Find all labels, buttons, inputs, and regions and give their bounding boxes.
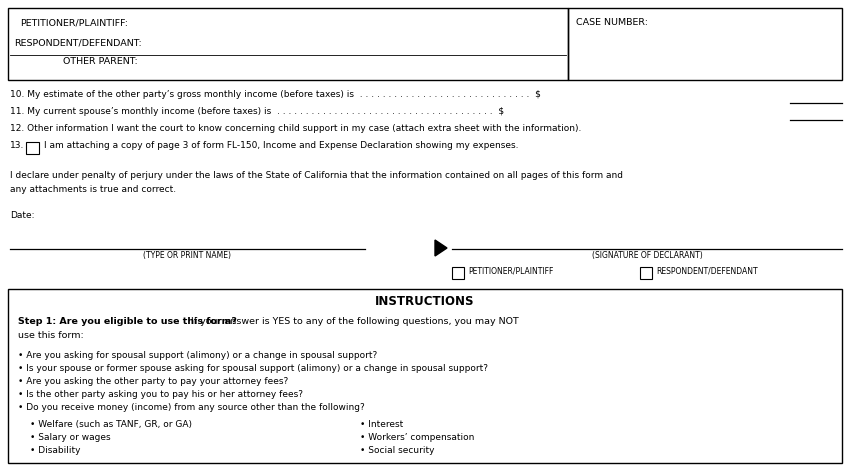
- Text: 13.: 13.: [10, 141, 25, 150]
- Text: • Interest: • Interest: [360, 420, 403, 429]
- Polygon shape: [435, 240, 447, 256]
- Text: INSTRUCTIONS: INSTRUCTIONS: [375, 295, 475, 308]
- Text: (TYPE OR PRINT NAME): (TYPE OR PRINT NAME): [143, 251, 231, 260]
- Text: • Are you asking the other party to pay your attorney fees?: • Are you asking the other party to pay …: [18, 377, 288, 386]
- Text: (SIGNATURE OF DECLARANT): (SIGNATURE OF DECLARANT): [592, 251, 702, 260]
- Bar: [568, 8, 842, 80]
- Text: • Salary or wages: • Salary or wages: [30, 433, 110, 442]
- Text: • Social security: • Social security: [360, 446, 434, 455]
- Text: RESPONDENT/DEFENDANT: RESPONDENT/DEFENDANT: [656, 267, 757, 276]
- Text: CASE NUMBER:: CASE NUMBER:: [576, 18, 648, 27]
- Text: If your answer is YES to any of the following questions, you may NOT: If your answer is YES to any of the foll…: [188, 317, 518, 326]
- Text: I declare under penalty of perjury under the laws of the State of California tha: I declare under penalty of perjury under…: [10, 171, 623, 180]
- Text: OTHER PARENT:: OTHER PARENT:: [63, 57, 138, 66]
- Bar: [640, 267, 652, 279]
- Text: RESPONDENT/DEFENDANT:: RESPONDENT/DEFENDANT:: [14, 38, 142, 47]
- Bar: [452, 267, 464, 279]
- Text: Step 1: Are you eligible to use this form?: Step 1: Are you eligible to use this for…: [18, 317, 237, 326]
- Bar: [26, 142, 39, 154]
- Text: • Disability: • Disability: [30, 446, 81, 455]
- Text: • Is your spouse or former spouse asking for spousal support (alimony) or a chan: • Is your spouse or former spouse asking…: [18, 364, 488, 373]
- Text: Date:: Date:: [10, 211, 35, 220]
- Text: PETITIONER/PLAINTIFF:: PETITIONER/PLAINTIFF:: [20, 18, 128, 27]
- Text: 11. My current spouse’s monthly income (before taxes) is  . . . . . . . . . . . : 11. My current spouse’s monthly income (…: [10, 107, 504, 116]
- Text: I am attaching a copy of page 3 of form FL-150, Income and Expense Declaration s: I am attaching a copy of page 3 of form …: [44, 141, 518, 150]
- Text: 10. My estimate of the other party’s gross monthly income (before taxes) is  . .: 10. My estimate of the other party’s gro…: [10, 90, 541, 99]
- Text: • Are you asking for spousal support (alimony) or a change in spousal support?: • Are you asking for spousal support (al…: [18, 351, 377, 360]
- Text: any attachments is true and correct.: any attachments is true and correct.: [10, 185, 176, 194]
- Text: • Welfare (such as TANF, GR, or GA): • Welfare (such as TANF, GR, or GA): [30, 420, 192, 429]
- Text: use this form:: use this form:: [18, 331, 84, 340]
- Text: • Do you receive money (income) from any source other than the following?: • Do you receive money (income) from any…: [18, 403, 365, 412]
- Bar: [8, 289, 842, 463]
- Text: PETITIONER/PLAINTIFF: PETITIONER/PLAINTIFF: [468, 267, 553, 276]
- Bar: [8, 8, 568, 80]
- Text: • Workers’ compensation: • Workers’ compensation: [360, 433, 474, 442]
- Text: 12. Other information I want the court to know concerning child support in my ca: 12. Other information I want the court t…: [10, 124, 581, 133]
- Text: • Is the other party asking you to pay his or her attorney fees?: • Is the other party asking you to pay h…: [18, 390, 303, 399]
